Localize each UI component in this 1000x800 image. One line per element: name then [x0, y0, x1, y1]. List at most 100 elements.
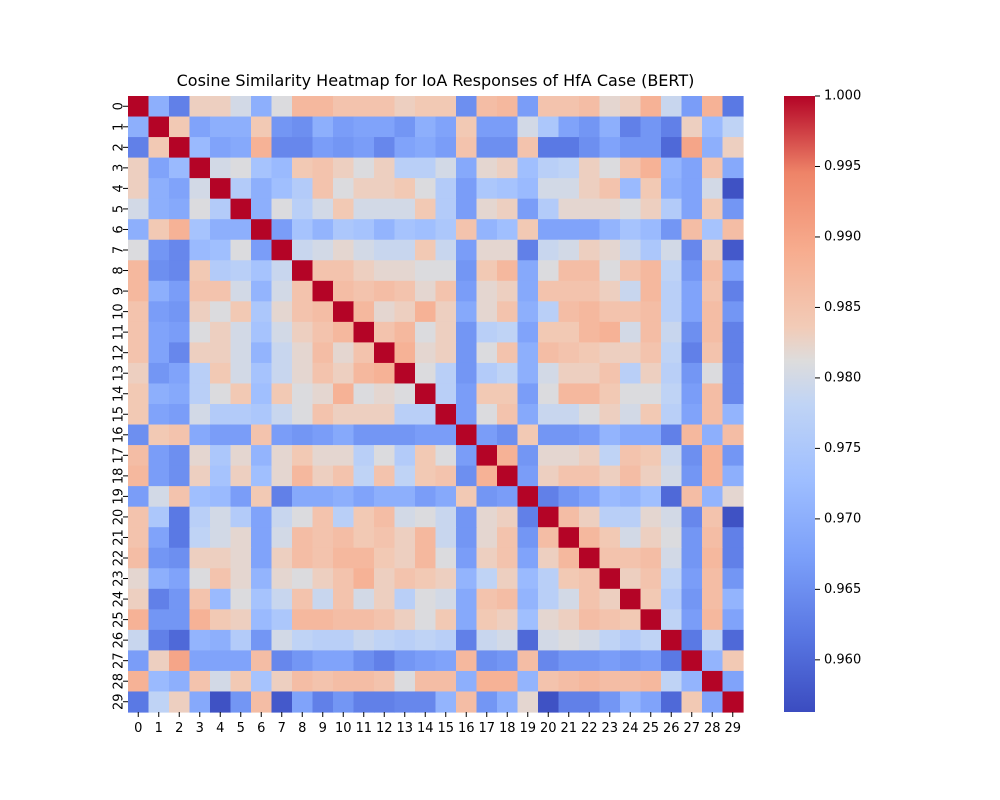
heatmap-cell [497, 506, 519, 528]
heatmap-cell [415, 96, 437, 118]
x-tick-label: 12 [376, 721, 393, 736]
heatmap-cell [599, 321, 621, 343]
heatmap-cell [189, 588, 211, 610]
heatmap-cell [333, 445, 355, 467]
heatmap-cell [251, 670, 273, 693]
heatmap-cell [148, 670, 170, 693]
x-tick-label: 21 [560, 721, 577, 736]
heatmap-cell [271, 465, 293, 487]
heatmap-cell [661, 137, 683, 159]
heatmap-cell [128, 404, 150, 426]
heatmap-cell [661, 383, 683, 405]
heatmap-cell [435, 198, 457, 220]
heatmap-cell [374, 527, 396, 549]
heatmap-cell [640, 486, 662, 508]
heatmap-cell [538, 404, 560, 426]
heatmap-cell [620, 506, 642, 528]
heatmap-cell [476, 280, 498, 302]
heatmap-cell [722, 321, 744, 343]
heatmap-cell [640, 568, 662, 590]
heatmap-cell [681, 280, 703, 302]
heatmap-cell [353, 527, 375, 549]
y-tick-label: 3 [111, 164, 126, 172]
heatmap-cell [189, 486, 211, 508]
heatmap-cell [435, 465, 457, 487]
heatmap-cell [579, 609, 601, 631]
heatmap-cell [661, 629, 683, 651]
heatmap-cell [538, 650, 560, 672]
heatmap-cell [251, 280, 273, 302]
heatmap-cell [640, 260, 662, 282]
heatmap-cell [415, 342, 437, 364]
heatmap-cell [169, 342, 191, 364]
heatmap-cell [312, 609, 334, 631]
heatmap-cell [722, 137, 744, 159]
heatmap-cell [333, 157, 355, 179]
heatmap-cell [333, 506, 355, 528]
colorbar-tick-label: 0.985 [824, 300, 861, 315]
heatmap-cell [230, 486, 252, 508]
x-tick-label: 11 [355, 721, 372, 736]
heatmap-cell [517, 691, 539, 713]
heatmap-cell [128, 137, 150, 159]
heatmap-cell [538, 383, 560, 405]
heatmap-cell [230, 239, 252, 261]
heatmap-cell [251, 445, 273, 467]
heatmap-cell [251, 609, 273, 631]
heatmap-cell [148, 342, 170, 364]
heatmap-cell [353, 137, 375, 159]
heatmap-cell [415, 239, 437, 261]
heatmap-cell [681, 650, 703, 672]
heatmap-cell [210, 219, 232, 241]
colorbar-tick-label: 1.000 [824, 89, 861, 104]
heatmap-cell [599, 280, 621, 302]
heatmap-cell [312, 137, 334, 159]
heatmap-cell [230, 527, 252, 549]
heatmap-cell [681, 629, 703, 651]
heatmap-cell [620, 527, 642, 549]
heatmap-cell [251, 547, 273, 569]
heatmap-cell [456, 96, 478, 118]
heatmap-cell [312, 506, 334, 528]
y-tick-label: 24 [111, 591, 126, 608]
heatmap-cell [271, 424, 293, 446]
heatmap-cell [312, 198, 334, 220]
heatmap-cell [640, 239, 662, 261]
heatmap-cell [456, 650, 478, 672]
heatmap-cell [353, 321, 375, 343]
heatmap-cell [456, 116, 478, 138]
heatmap-cell [435, 260, 457, 282]
heatmap-cell [722, 96, 744, 118]
heatmap-cell [456, 280, 478, 302]
heatmap-cell [148, 137, 170, 159]
y-tick-label: 28 [112, 673, 127, 690]
heatmap-cell [538, 609, 560, 631]
x-tick-label: 27 [683, 721, 700, 736]
heatmap-cell [599, 96, 621, 118]
heatmap-cell [681, 96, 703, 118]
heatmap-cell [189, 609, 211, 631]
heatmap-cell [476, 609, 498, 631]
heatmap-cell [722, 342, 744, 364]
heatmap-cell [312, 629, 334, 651]
heatmap-cell [579, 629, 601, 651]
heatmap-cell [599, 527, 621, 549]
heatmap-cell [251, 239, 273, 261]
heatmap-cell [415, 465, 437, 487]
heatmap-cell [599, 547, 621, 569]
heatmap-cell [456, 629, 478, 651]
heatmap-cell [169, 260, 191, 282]
heatmap-cell [210, 96, 232, 118]
heatmap-cell [251, 157, 273, 179]
heatmap-cell [681, 239, 703, 261]
heatmap-cell [538, 691, 560, 713]
heatmap-cell [620, 424, 642, 446]
x-tick-label: 18 [499, 721, 516, 736]
heatmap-cell [230, 609, 252, 631]
heatmap-cell [722, 691, 744, 713]
heatmap-cell [435, 424, 457, 446]
heatmap-cell [271, 486, 293, 508]
heatmap-cell [722, 547, 744, 569]
heatmap-cell [681, 383, 703, 405]
heatmap-cell [169, 609, 191, 631]
